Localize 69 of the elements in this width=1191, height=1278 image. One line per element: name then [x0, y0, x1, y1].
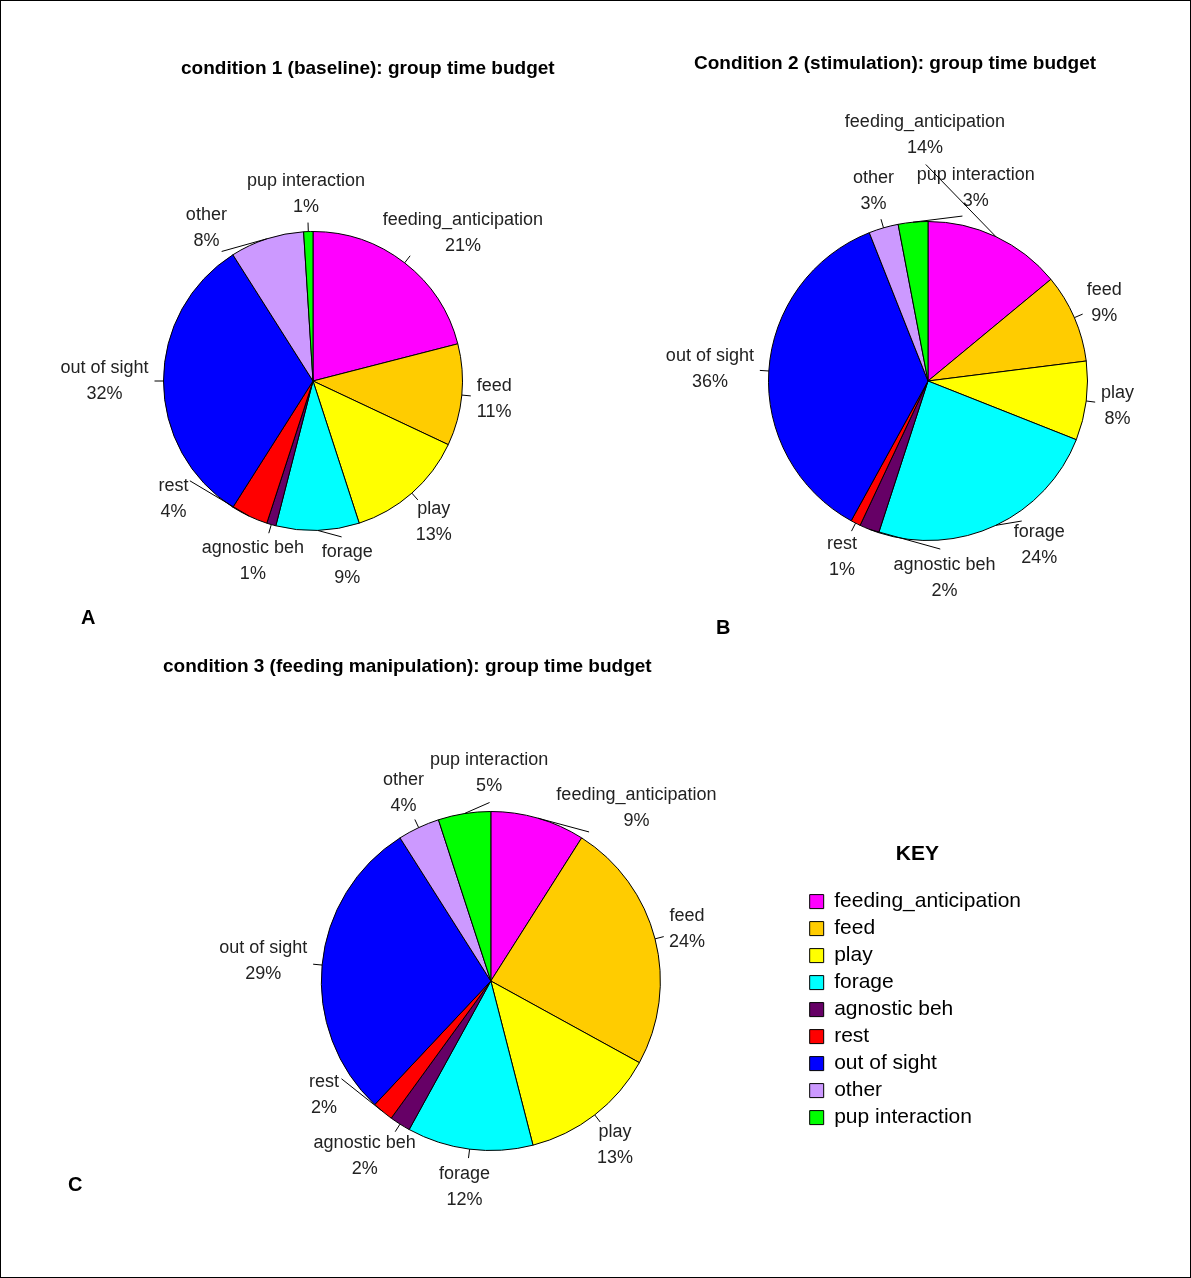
slice-label: agnostic beh	[313, 1132, 416, 1153]
slice-label: other	[185, 203, 227, 224]
slice-label: feed	[476, 374, 512, 395]
slice-label: rest	[158, 475, 189, 496]
slice-label: other	[853, 167, 895, 188]
slice-label: pup interaction	[246, 169, 366, 190]
legend-label: feed	[834, 915, 876, 939]
data-label: 8%	[1104, 407, 1131, 428]
legend-label: out of sight	[834, 1050, 938, 1074]
data-label: 32%	[86, 382, 123, 403]
text: C	[68, 1173, 83, 1196]
data-label: 2%	[310, 1096, 337, 1117]
legend-label: pup interaction	[834, 1104, 972, 1128]
slice-label: forage	[1013, 521, 1065, 542]
data-label: 29%	[245, 963, 282, 984]
legend-label: play	[834, 942, 874, 966]
slice-label: play	[1100, 381, 1135, 402]
slice-label: play	[598, 1120, 632, 1141]
data-label: 1%	[828, 558, 855, 579]
legend-label: feeding_anticipation	[834, 888, 1022, 913]
legend-label: agnostic beh	[834, 996, 954, 1020]
data-label: 14%	[906, 137, 943, 158]
legend-label: forage	[834, 969, 894, 993]
slice-label: out of sight	[60, 356, 149, 377]
slice-label: feeding_anticipation	[844, 111, 1005, 133]
legend-title: KEY	[895, 841, 939, 865]
chart-title: Condition 2 (stimulation): group time budget	[694, 52, 1097, 74]
data-label: 1%	[292, 195, 319, 216]
data-label: 3%	[860, 193, 887, 214]
data-label: 3%	[962, 189, 989, 210]
text: A	[81, 606, 96, 629]
data-label: 2%	[931, 579, 958, 600]
slice-label: feeding_anticipation	[556, 783, 717, 805]
slice-label: rest	[826, 532, 857, 553]
text: B	[716, 616, 731, 639]
data-label: 4%	[390, 795, 417, 816]
data-label: 24%	[1021, 547, 1058, 568]
slice-label: other	[383, 769, 425, 790]
chart-title: condition 1 (baseline): group time budget	[181, 57, 555, 79]
slice-label: forage	[321, 541, 373, 562]
slice-label: out of sight	[665, 344, 754, 365]
slice-label: agnostic beh	[893, 553, 996, 574]
data-label: 4%	[160, 501, 187, 522]
legend-label: other	[834, 1077, 883, 1101]
slice-label: feeding_anticipation	[382, 208, 543, 230]
data-label: 24%	[668, 931, 706, 952]
data-label: 9%	[334, 567, 361, 588]
chart-title: condition 3 (feeding manipulation): group time budget	[163, 655, 652, 677]
data-label: 9%	[1091, 304, 1118, 325]
slice-label: play	[417, 497, 451, 518]
data-label: 13%	[596, 1146, 633, 1167]
data-label: 2%	[351, 1158, 378, 1179]
data-label: 13%	[415, 523, 452, 544]
slice-label: feed	[1086, 278, 1122, 299]
slice-label: pup interaction	[430, 749, 549, 770]
data-label: 1%	[239, 563, 266, 584]
slice-label: rest	[308, 1070, 339, 1091]
slice-label: agnostic beh	[201, 537, 304, 558]
data-label: 12%	[446, 1188, 483, 1209]
data-label: 21%	[444, 234, 481, 255]
data-label: 5%	[476, 775, 503, 796]
slice-label: forage	[439, 1162, 491, 1183]
data-label: 8%	[193, 229, 220, 250]
slice-label: feed	[669, 905, 705, 926]
slice-label: out of sight	[219, 937, 308, 958]
data-label: 11%	[476, 400, 512, 421]
data-label: 9%	[623, 809, 650, 830]
legend-label: rest	[834, 1023, 870, 1047]
data-label: 36%	[691, 370, 728, 391]
